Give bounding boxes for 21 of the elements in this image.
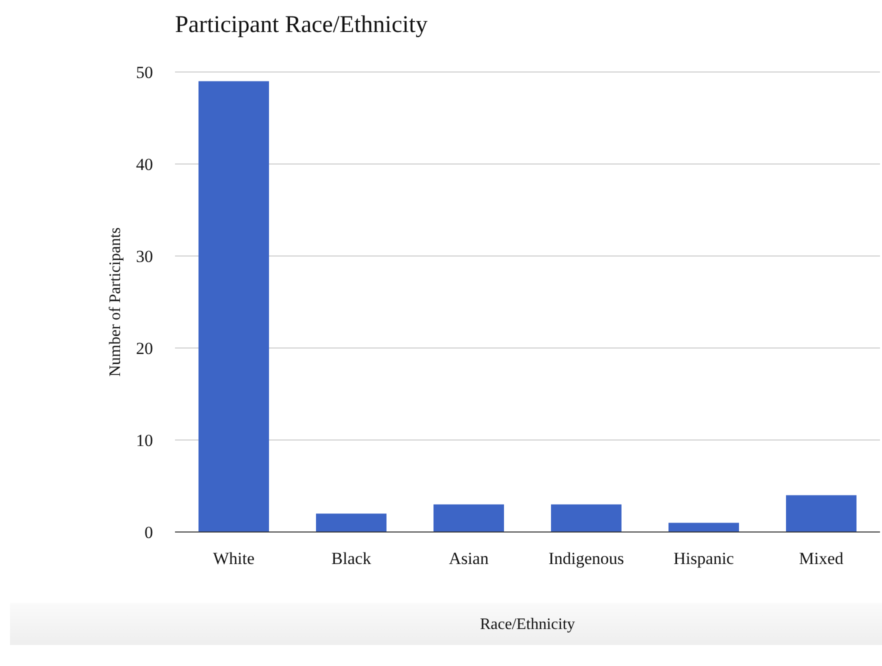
y-tick-label: 20 (136, 338, 153, 358)
bar (668, 522, 739, 532)
y-axis-title: Number of Participants (107, 227, 124, 377)
chart-title: Participant Race/Ethnicity (175, 12, 428, 38)
x-tick-label: Asian (448, 549, 490, 568)
bar (551, 504, 622, 532)
x-tick-label: Indigenous (548, 549, 624, 568)
x-axis-title: Race/Ethnicity (480, 616, 576, 633)
y-tick-label: 30 (136, 246, 153, 266)
x-tick-label: Mixed (799, 549, 844, 568)
x-tick-label: Black (331, 549, 372, 568)
x-tick-label: Hispanic (674, 549, 734, 568)
y-tick-label: 40 (136, 154, 153, 174)
bar (198, 81, 269, 532)
bar (434, 504, 504, 532)
y-tick-label: 0 (144, 522, 153, 542)
bar (316, 514, 386, 532)
bar (786, 495, 856, 532)
y-tick-label: 10 (136, 430, 153, 450)
x-tick-label: White (212, 549, 255, 568)
y-tick-label: 50 (136, 62, 153, 82)
